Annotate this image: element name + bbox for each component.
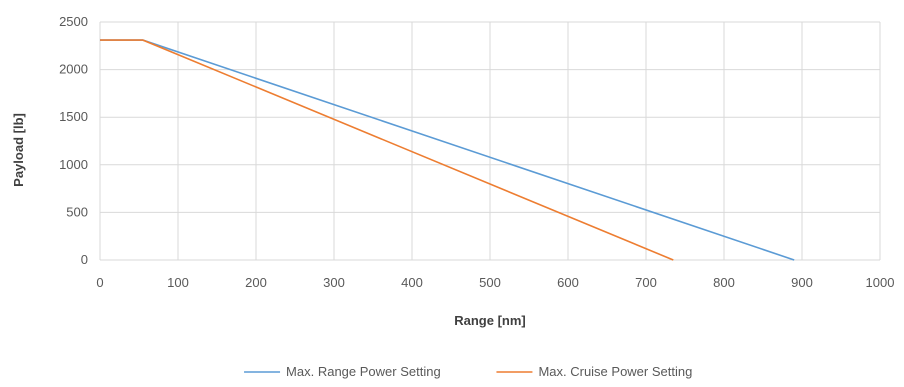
y-tick-label: 0: [81, 252, 88, 267]
series-layer: [100, 39, 795, 261]
y-tick-label: 1000: [59, 157, 88, 172]
series-line: [100, 39, 795, 261]
x-tick-label: 0: [96, 275, 103, 290]
y-tick-labels: 0 500 1000 1500 2000 2500: [59, 14, 88, 267]
y-tick-label: 500: [66, 204, 88, 219]
y-tick-label: 2000: [59, 62, 88, 77]
y-tick-label: 2500: [59, 14, 88, 29]
x-axis-title: Range [nm]: [454, 313, 526, 328]
series-line: [100, 39, 674, 261]
x-tick-label: 500: [479, 275, 501, 290]
x-tick-label: 600: [557, 275, 579, 290]
y-tick-label: 1500: [59, 109, 88, 124]
x-tick-label: 300: [323, 275, 345, 290]
x-tick-label: 900: [791, 275, 813, 290]
x-tick-label: 800: [713, 275, 735, 290]
x-tick-label: 700: [635, 275, 657, 290]
legend-label: Max. Range Power Setting: [286, 364, 441, 379]
legend-label: Max. Cruise Power Setting: [538, 364, 692, 379]
grid-layer: [99, 21, 881, 261]
x-tick-label: 400: [401, 275, 423, 290]
legend: Max. Range Power Setting Max. Cruise Powe…: [244, 364, 692, 379]
legend-item: Max. Range Power Setting: [244, 364, 441, 379]
x-tick-label: 1000: [866, 275, 895, 290]
x-tick-label: 100: [167, 275, 189, 290]
x-tick-labels: 0 100 200 300 400 500 600 700 800 900 1000: [96, 275, 894, 290]
y-axis-title: Payload [lb]: [11, 113, 26, 187]
legend-item: Max. Cruise Power Setting: [496, 364, 692, 379]
x-tick-label: 200: [245, 275, 267, 290]
